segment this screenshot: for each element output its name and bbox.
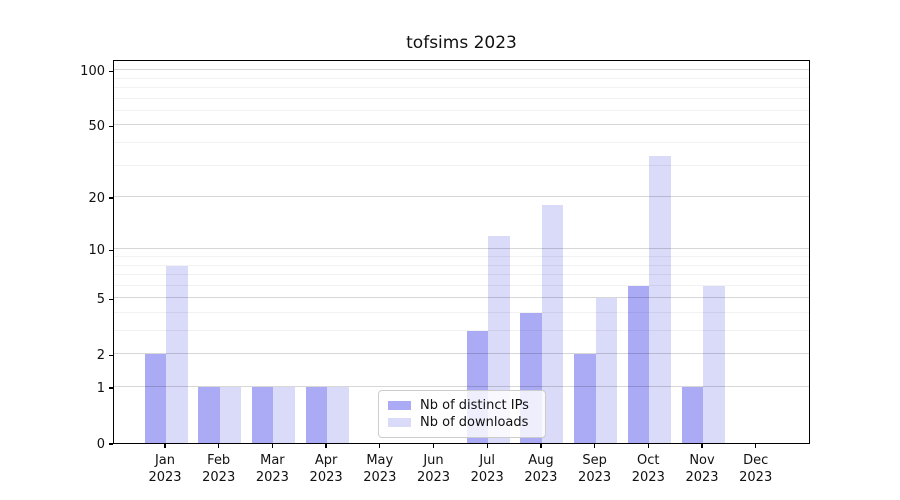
y-tick-label-50: 50 bbox=[88, 118, 105, 134]
legend-label-downloads: Nb of downloads bbox=[420, 415, 529, 430]
y-tick-label-0: 0 bbox=[96, 436, 105, 452]
y-tick-label-2: 2 bbox=[96, 347, 105, 363]
gridline-20 bbox=[114, 196, 809, 198]
y-tick-mark-50 bbox=[109, 125, 113, 128]
y-tick-label-1: 1 bbox=[96, 380, 105, 396]
bar-downloads-aug bbox=[541, 205, 564, 443]
x-tick-mark-oct bbox=[647, 444, 649, 448]
bar-distinct-ips-sep bbox=[574, 354, 596, 443]
legend-swatch-downloads-icon bbox=[388, 418, 411, 427]
legend: Nb of distinct IPs Nb of downloads bbox=[378, 390, 546, 438]
gridline-30 bbox=[114, 164, 809, 166]
gridline-9 bbox=[114, 256, 809, 257]
x-tick-mark-aug bbox=[540, 444, 542, 448]
x-tick-label-apr: Apr 2023 bbox=[309, 453, 343, 485]
bar-distinct-ips-nov bbox=[681, 387, 703, 443]
x-tick-mark-may bbox=[379, 444, 381, 448]
x-tick-mark-feb bbox=[218, 444, 220, 448]
bar-downloads-sep bbox=[595, 298, 618, 443]
x-tick-mark-apr bbox=[325, 444, 327, 448]
x-tick-mark-jan bbox=[164, 444, 166, 448]
legend-item-downloads: Nb of downloads bbox=[388, 414, 535, 431]
x-tick-label-mar: Mar 2023 bbox=[255, 453, 289, 485]
bar-distinct-ips-mar bbox=[251, 387, 274, 443]
gridline-40 bbox=[114, 142, 809, 143]
gridline-8 bbox=[114, 264, 809, 266]
y-tick-mark-20 bbox=[109, 197, 113, 199]
y-tick-label-10: 10 bbox=[88, 242, 105, 258]
x-tick-label-jul: Jul 2023 bbox=[470, 453, 504, 485]
gridline-1 bbox=[114, 386, 809, 387]
gridline-90 bbox=[114, 77, 809, 79]
gridline-4 bbox=[114, 312, 809, 313]
legend-swatch-distinct-ips-icon bbox=[388, 401, 411, 410]
x-tick-label-feb: Feb 2023 bbox=[202, 453, 236, 485]
gridline-70 bbox=[114, 97, 809, 99]
y-tick-mark-2 bbox=[109, 354, 113, 356]
x-tick-label-dec: Dec 2023 bbox=[739, 453, 773, 485]
x-tick-label-sep: Sep 2023 bbox=[578, 453, 612, 485]
y-tick-mark-10 bbox=[109, 249, 113, 251]
x-tick-mark-jun bbox=[432, 444, 435, 448]
y-tick-mark-1 bbox=[109, 387, 113, 389]
gridline-10 bbox=[114, 248, 809, 250]
bar-distinct-ips-oct bbox=[627, 285, 650, 443]
gridline-6 bbox=[114, 284, 809, 286]
gridline-7 bbox=[114, 274, 809, 275]
bar-downloads-apr bbox=[327, 387, 349, 443]
x-tick-label-may: May 2023 bbox=[363, 453, 397, 485]
y-tick-mark-0 bbox=[109, 443, 113, 445]
bar-distinct-ips-jan bbox=[144, 354, 166, 443]
x-tick-label-jan: Jan 2023 bbox=[148, 453, 182, 485]
chart-title: tofsims 2023 bbox=[406, 33, 517, 53]
bar-downloads-nov bbox=[703, 285, 725, 443]
y-tick-label-5: 5 bbox=[96, 291, 105, 307]
x-tick-mark-jul bbox=[486, 444, 488, 448]
y-tick-label-20: 20 bbox=[88, 190, 105, 206]
bar-distinct-ips-feb bbox=[198, 387, 220, 443]
bar-distinct-ips-apr bbox=[305, 387, 328, 443]
x-tick-mark-mar bbox=[271, 444, 274, 448]
y-tick-label-100: 100 bbox=[80, 63, 105, 79]
bar-downloads-mar bbox=[273, 387, 295, 443]
legend-label-distinct-ips: Nb of distinct IPs bbox=[420, 398, 529, 413]
bar-downloads-jan bbox=[166, 265, 188, 443]
gridline-60 bbox=[114, 109, 809, 111]
gridline-2 bbox=[114, 353, 809, 355]
x-tick-mark-dec bbox=[755, 444, 757, 448]
y-tick-mark-5 bbox=[109, 298, 113, 300]
legend-item-distinct-ips: Nb of distinct IPs bbox=[388, 397, 535, 414]
bar-downloads-oct bbox=[649, 155, 671, 443]
gridline-100 bbox=[114, 69, 809, 71]
gridline-3 bbox=[114, 330, 809, 331]
plot-area bbox=[113, 60, 810, 444]
x-tick-mark-nov bbox=[701, 444, 703, 448]
x-tick-label-oct: Oct 2023 bbox=[631, 453, 665, 485]
y-tick-mark-100 bbox=[109, 70, 113, 72]
bar-downloads-feb bbox=[219, 387, 242, 443]
gridline-5 bbox=[114, 297, 809, 299]
gridline-80 bbox=[114, 87, 809, 88]
x-tick-label-aug: Aug 2023 bbox=[524, 453, 558, 485]
gridline-50 bbox=[114, 124, 809, 126]
x-tick-label-jun: Jun 2023 bbox=[416, 453, 451, 485]
x-tick-mark-sep bbox=[593, 444, 596, 448]
x-tick-label-nov: Nov 2023 bbox=[685, 453, 719, 485]
